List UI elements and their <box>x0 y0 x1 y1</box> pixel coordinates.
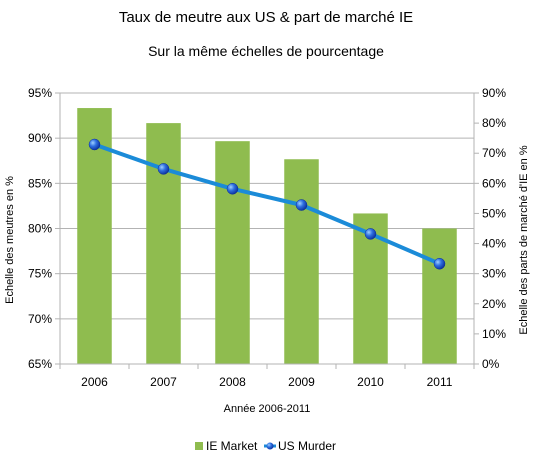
legend: IE Market US Murder <box>195 439 336 453</box>
x-tick-label: 2010 <box>357 375 384 389</box>
y-axis-right-title: Echelle des parts de marché d'IE en % <box>518 145 530 334</box>
chart-subtitle: Sur la même échelles de pourcentage <box>148 43 384 59</box>
x-tick-label: 2008 <box>219 375 246 389</box>
y2-tick-label: 40% <box>482 237 506 251</box>
y2-tick-label: 30% <box>482 267 506 281</box>
bar-ie-market <box>77 108 112 364</box>
chart-title: Taux de meutre aux US & part de marché I… <box>119 9 413 26</box>
bar-series-ie-market <box>77 108 457 364</box>
y-tick-label: 90% <box>28 131 52 145</box>
gridlines <box>60 92 474 365</box>
legend-marker-us-murder <box>266 442 274 450</box>
x-axis-title: Année 2006-2011 <box>224 403 311 415</box>
y2-tick-label: 50% <box>482 206 506 220</box>
x-axis-ticks: 2006 2007 2008 2009 2010 2011 <box>59 364 475 389</box>
line-us-murder <box>92 142 442 266</box>
y2-tick-label: 10% <box>482 327 506 341</box>
y-tick-label: 95% <box>28 86 52 100</box>
legend-swatch-ie-market <box>195 442 203 450</box>
point-us-murder <box>226 183 239 195</box>
y-tick-label: 80% <box>28 222 52 236</box>
bar-ie-market <box>284 159 319 364</box>
x-tick-label: 2006 <box>81 375 108 389</box>
y-axis-left-title: Echelle des meutres en % <box>4 176 16 304</box>
point-us-murder <box>295 199 308 211</box>
y2-tick-label: 90% <box>482 86 506 100</box>
point-us-murder <box>157 163 170 175</box>
x-tick-label: 2011 <box>427 375 453 389</box>
y-tick-label: 70% <box>28 312 52 326</box>
y-axis-right-ticks: 90% 80% 70% 60% 50% 40% 30% 20% 10% 0% <box>474 86 506 371</box>
bar-ie-market <box>146 123 181 364</box>
bar-ie-market <box>422 228 457 364</box>
y2-tick-label: 0% <box>482 357 500 371</box>
bar-ie-market <box>215 141 250 364</box>
y2-tick-label: 80% <box>482 116 506 130</box>
point-us-murder <box>364 228 377 240</box>
x-tick-label: 2009 <box>288 375 315 389</box>
y2-tick-label: 20% <box>482 297 506 311</box>
y-tick-label: 65% <box>28 357 52 371</box>
line-series-us-murder <box>88 138 446 270</box>
y2-tick-label: 60% <box>482 176 506 190</box>
x-tick-label: 2007 <box>150 375 177 389</box>
legend-label-ie-market: IE Market <box>206 439 258 453</box>
y2-tick-label: 70% <box>482 146 506 160</box>
y-tick-label: 75% <box>28 267 52 281</box>
legend-label-us-murder: US Murder <box>278 439 336 453</box>
point-us-murder <box>433 257 446 270</box>
point-us-murder <box>88 138 101 151</box>
y-tick-label: 85% <box>28 176 52 190</box>
y-axis-left-ticks: 95% 90% 85% 80% 75% 70% 65% <box>28 86 60 371</box>
